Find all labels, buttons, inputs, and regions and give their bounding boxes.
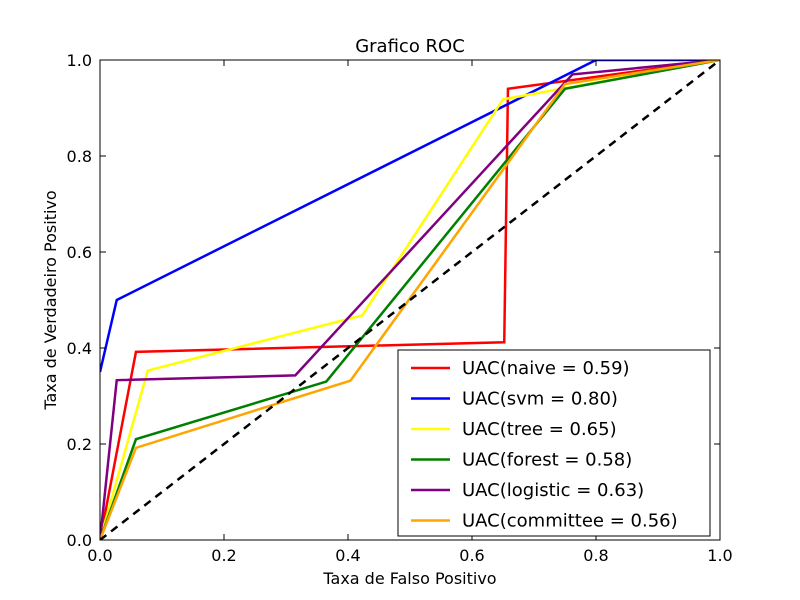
axis-ticks: 0.0 0.2 0.4 0.6 0.8 1.0 0.0 0.2 0.4 0.6 0.8 1.0 bbox=[67, 51, 733, 565]
legend: UAC(naive = 0.59) UAC(svm = 0.80) UAC(tree… bbox=[397, 349, 711, 537]
x-tick-label: 0.4 bbox=[335, 546, 360, 565]
legend-entry-label: UAC(committee = 0.56) bbox=[462, 511, 678, 532]
legend-entry-label: UAC(naive = 0.59) bbox=[462, 358, 630, 379]
legend-entry-label: UAC(svm = 0.80) bbox=[462, 389, 618, 410]
legend-entry-label: UAC(forest = 0.58) bbox=[462, 450, 632, 471]
plot-area bbox=[100, 60, 720, 540]
legend-box bbox=[397, 349, 711, 537]
series-line bbox=[100, 60, 720, 373]
x-tick-label: 0.2 bbox=[211, 546, 236, 565]
y-axis-label: Taxa de Verdadeiro Positivo bbox=[41, 190, 60, 410]
chart-title: Grafico ROC bbox=[355, 36, 465, 57]
y-tick-label: 0.6 bbox=[67, 243, 92, 262]
x-tick-label: 1.0 bbox=[707, 546, 732, 565]
x-tick-label: 0.6 bbox=[459, 546, 484, 565]
y-tick-label: 1.0 bbox=[67, 51, 92, 70]
reference-diagonal bbox=[100, 60, 720, 540]
y-tick-label: 0.8 bbox=[67, 147, 92, 166]
y-tick-label: 0.2 bbox=[67, 435, 92, 454]
legend-entry-label: UAC(logistic = 0.63) bbox=[462, 480, 644, 501]
legend-entry-label: UAC(tree = 0.65) bbox=[462, 419, 617, 440]
series-line bbox=[100, 60, 720, 540]
series-line bbox=[100, 60, 720, 540]
x-tick-label: 0.8 bbox=[583, 546, 608, 565]
series-line bbox=[100, 60, 720, 540]
y-tick-label: 0.4 bbox=[67, 339, 92, 358]
plot-frame bbox=[99, 59, 721, 541]
y-tick-label: 0.0 bbox=[67, 531, 92, 550]
x-axis-label: Taxa de Falso Positivo bbox=[322, 569, 496, 588]
series-line bbox=[100, 60, 720, 540]
x-tick-label: 0.0 bbox=[87, 546, 112, 565]
